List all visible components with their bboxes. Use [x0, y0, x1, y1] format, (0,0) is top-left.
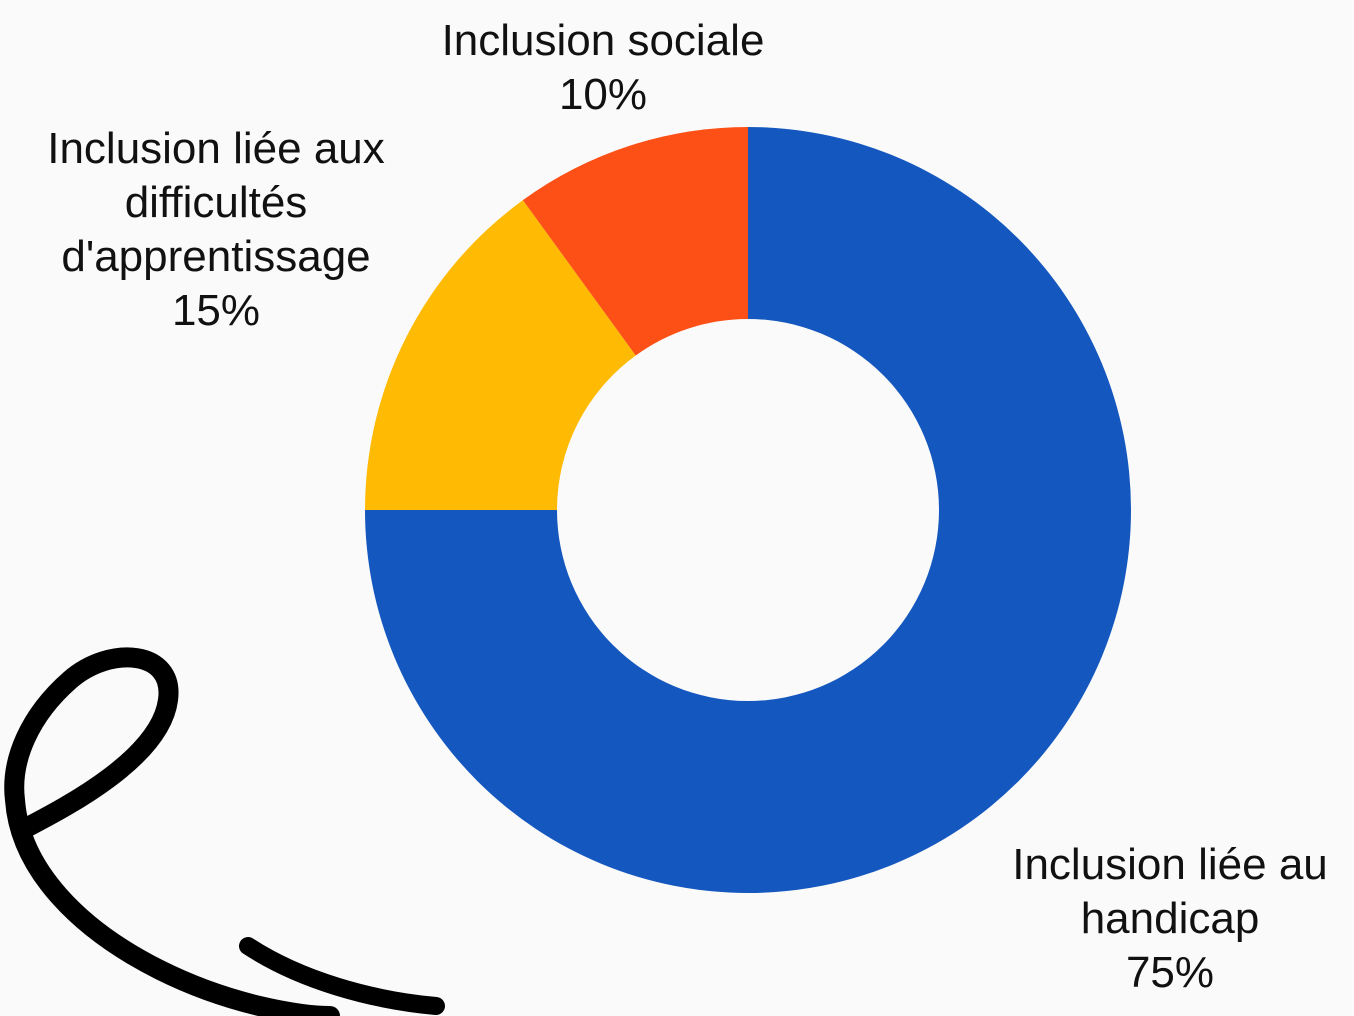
squiggle-stroke-tail — [239, 937, 445, 1015]
slice-label-learning-name-2: difficultés — [124, 178, 308, 227]
donut-slice-learning — [365, 200, 636, 510]
slice-label-social-value: 10% — [558, 70, 648, 119]
slice-label-learning: Inclusion liée aux difficultés d'apprent… — [0, 122, 432, 338]
slice-label-handicap-name-2: handicap — [1080, 894, 1260, 943]
slice-label-handicap-value: 75% — [1125, 948, 1215, 997]
decorative-squiggle — [4, 647, 445, 1016]
slice-label-handicap: Inclusion liée au handicap 75% — [960, 838, 1354, 1000]
donut-slice-handicap — [365, 127, 1131, 893]
slice-label-social: Inclusion sociale 10% — [403, 14, 803, 122]
slice-label-handicap-name-1: Inclusion liée au — [1012, 840, 1328, 889]
squiggle-stroke-main — [4, 647, 340, 1016]
slice-label-learning-name-3: d'apprentissage — [61, 232, 371, 281]
slice-label-learning-name-1: Inclusion liée aux — [47, 124, 385, 173]
slice-label-social-name: Inclusion sociale — [441, 16, 765, 65]
donut-slice-social — [522, 127, 748, 356]
slice-label-learning-value: 15% — [171, 286, 261, 335]
